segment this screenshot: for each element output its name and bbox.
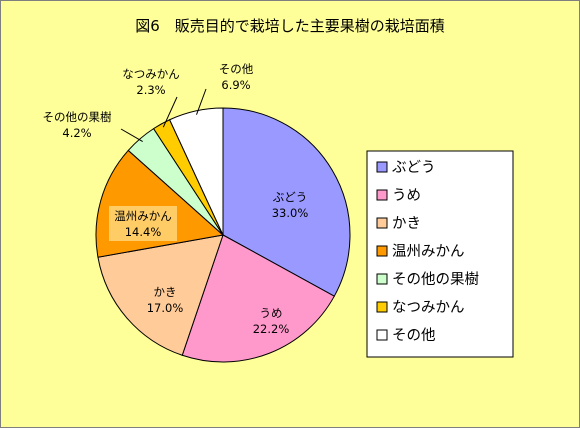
slice-label-category: 温州みかん	[114, 209, 172, 223]
slice-label-category: その他の果樹	[43, 110, 112, 124]
legend-box	[366, 150, 514, 358]
slice-label-value: 22.2%	[253, 322, 290, 336]
slice-label-category: かき	[154, 285, 177, 299]
leader-line-5	[120, 128, 143, 143]
slice-label-category: うめ	[260, 306, 283, 320]
slice-label-value: 14.4%	[125, 225, 162, 239]
legend-swatch	[376, 329, 388, 341]
legend-swatch	[376, 245, 388, 257]
leader-line-6	[162, 96, 178, 128]
legend-swatch	[376, 217, 388, 229]
legend-entry: なつみかん	[392, 299, 465, 316]
legend-entry: 温州みかん	[392, 243, 465, 260]
slice-label-bg	[109, 206, 177, 241]
slice-label-value: 33.0%	[272, 206, 309, 220]
legend-entry: その他	[392, 327, 436, 344]
slice-label-value: 2.3%	[136, 83, 165, 97]
slice-label-value: 6.9%	[221, 78, 250, 92]
pie-slice-2	[181, 234, 335, 363]
slice-label-category: その他	[219, 62, 254, 76]
legend-swatch	[376, 273, 388, 285]
slice-label-value: 17.0%	[147, 301, 184, 315]
pie-slice-7	[168, 107, 224, 236]
legend-swatch	[376, 161, 388, 173]
legend-entry: うめ	[392, 187, 421, 204]
slice-label-category: なつみかん	[122, 67, 180, 81]
legend-entry: ぶどう	[392, 159, 436, 176]
pie-slice-1	[222, 107, 351, 297]
slice-label-value: 4.2%	[62, 126, 91, 140]
legend-swatch	[376, 189, 388, 201]
pie-slice-3	[97, 234, 224, 356]
slice-label-category: ぶどう	[273, 190, 308, 204]
leader-line-7	[196, 88, 207, 115]
chart-title: 図6 販売目的で栽培した主要果樹の栽培面積	[135, 17, 445, 35]
legend-entry: かき	[392, 215, 421, 232]
legend-swatch	[376, 301, 388, 313]
legend-entry: その他の果樹	[392, 271, 479, 288]
